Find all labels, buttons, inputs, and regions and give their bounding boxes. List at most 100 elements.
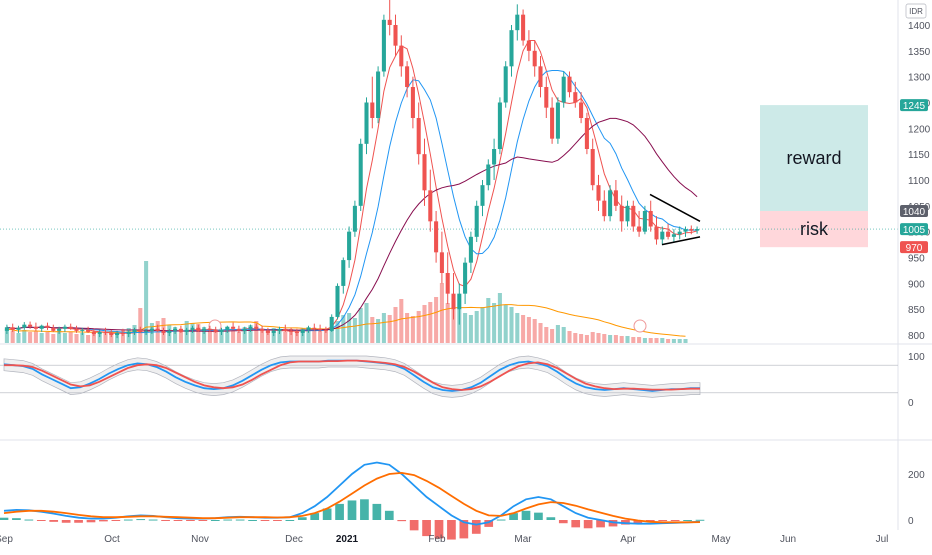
volume-bar [515, 313, 520, 343]
volume-bar [335, 321, 340, 343]
volume-bar [323, 329, 328, 343]
volume-bar [173, 327, 178, 343]
macd-histogram-bar [583, 520, 593, 529]
price-label-text: 1005 [903, 225, 926, 236]
time-tick-label: Dec [285, 534, 303, 545]
volume-bar [619, 336, 624, 343]
volume-bar [666, 339, 671, 343]
volume-bar [28, 332, 33, 343]
candle-body [207, 328, 212, 330]
volume-bar [648, 338, 653, 343]
candle-body [387, 19, 392, 25]
volume-bar [550, 329, 555, 343]
price-label-box [900, 223, 928, 236]
price-tick-label: 1100 [908, 176, 930, 187]
candle-body [463, 262, 468, 294]
price-label-text: 970 [906, 243, 923, 254]
candle-body [526, 40, 531, 51]
macd-histogram-bar [74, 520, 83, 523]
price-tick-label: 1350 [908, 47, 931, 58]
candle-body [555, 102, 560, 139]
candle-body [492, 149, 497, 165]
macd-histogram-bar [0, 517, 9, 520]
volume-bar [97, 334, 102, 343]
volume-bar [51, 334, 56, 343]
volume-bar [445, 303, 450, 343]
candle-body [10, 327, 15, 330]
triangle-lower-line [661, 236, 701, 246]
earnings-marker[interactable] [633, 319, 647, 333]
macd-histogram-bar [235, 519, 245, 521]
candle-body [39, 325, 44, 329]
time-tick-label: Feb [428, 534, 446, 545]
candle-body [144, 330, 149, 332]
earnings-marker[interactable] [208, 319, 222, 333]
volume-bar [399, 299, 404, 343]
candle-body [642, 211, 647, 232]
volume-bar [671, 339, 676, 343]
volume-bar [236, 332, 241, 343]
candle-body [265, 330, 270, 333]
candle-body [68, 326, 73, 329]
volume-bar [387, 315, 392, 343]
macd-histogram-bar [409, 520, 419, 531]
candle-body [57, 328, 62, 331]
volume-bar [584, 335, 589, 343]
volume-bar [642, 338, 647, 343]
volume-bar [347, 313, 352, 343]
volume-bar [654, 338, 659, 343]
candle-body [352, 205, 357, 232]
candle-body [335, 285, 340, 317]
candle-body [178, 328, 183, 332]
macd-histogram-bar [297, 517, 307, 520]
currency-label: IDR [909, 7, 923, 16]
candle-body [318, 328, 323, 330]
volume-bar [248, 325, 253, 343]
volume-bar [39, 333, 44, 343]
candle-body [161, 330, 166, 333]
volume-bar [451, 301, 456, 343]
candle-body [28, 324, 33, 327]
price-label-text: 1245 [903, 101, 926, 112]
macd-histogram-bar [695, 519, 705, 521]
candle-body [376, 71, 381, 118]
macd-histogram-bar [596, 520, 605, 528]
price-tick-label: 1300 [908, 73, 931, 84]
volume-bar [625, 336, 630, 343]
candle-body [306, 327, 311, 330]
volume-bar [254, 321, 259, 343]
macd-histogram-bar [509, 513, 518, 520]
volume-bar [62, 333, 67, 343]
macd-histogram-bar [496, 519, 506, 521]
volume-bar [57, 331, 62, 343]
time-tick-label: Apr [620, 534, 636, 545]
volume-bar [480, 307, 485, 343]
macd-histogram-bar [86, 520, 96, 523]
candle-body [584, 118, 589, 149]
candle-body [602, 200, 607, 217]
volume-bar [33, 331, 38, 343]
candle-body [202, 328, 207, 331]
volume-bar [196, 324, 201, 343]
volume-bar [45, 332, 50, 343]
price-tick-label: 1200 [908, 124, 931, 135]
candle-body [544, 87, 549, 108]
volume-bar [422, 305, 427, 343]
macd-tick-label: 0 [908, 516, 914, 527]
volume-bar [260, 329, 265, 343]
macd-histogram-bar [397, 520, 407, 522]
candle-body [254, 326, 259, 329]
volume-bar [405, 313, 410, 343]
volume-bar [526, 317, 531, 343]
candle-body [428, 190, 433, 222]
candle-body [590, 149, 595, 186]
volume-bar [463, 313, 468, 343]
macd-histogram-bar [123, 519, 133, 521]
time-tick-label: Jul [876, 534, 889, 545]
volume-bars [4, 261, 688, 343]
candle-body [596, 185, 601, 201]
candle-body [80, 329, 85, 331]
volume-bar [573, 333, 578, 343]
